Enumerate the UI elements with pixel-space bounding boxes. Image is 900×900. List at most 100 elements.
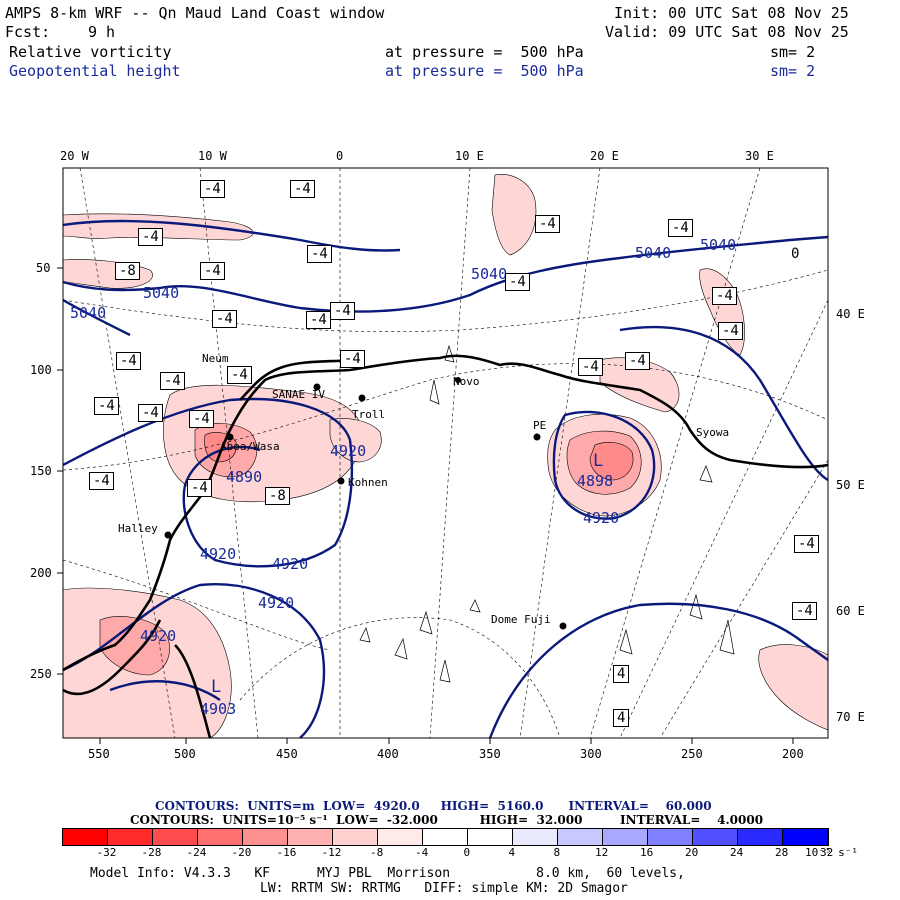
station-label: Novo	[453, 375, 480, 388]
geopotential-contours	[63, 219, 828, 738]
colorbar-swatch	[513, 829, 558, 845]
colorbar-swatch	[108, 829, 153, 845]
x-label-bottom: 500	[174, 747, 196, 761]
vorticity-label: 0	[791, 246, 800, 262]
x-label-bottom: 400	[377, 747, 399, 761]
colorbar-tick-label: 16	[640, 846, 654, 859]
height-label: 4920	[140, 627, 177, 645]
model-info-2: LW: RRTM SW: RRTMG DIFF: simple KM: 2D S…	[260, 881, 628, 896]
colorbar-swatch	[558, 829, 603, 845]
colorbar-swatch	[603, 829, 648, 845]
field2-name: Geopotential height	[9, 62, 181, 80]
height-label: 4903	[200, 700, 237, 718]
vorticity-label: -4	[200, 262, 225, 280]
axis-ticks	[57, 267, 794, 744]
x-label-bottom: 450	[276, 747, 298, 761]
vorticity-label: -4	[290, 180, 315, 198]
fcst-value: 9 h	[88, 23, 116, 41]
height-label: 4920	[200, 545, 237, 563]
colorbar-tick-label: 4	[508, 846, 516, 859]
vorticity-label: -4	[212, 310, 237, 328]
vorticity-label: -4	[138, 404, 163, 422]
colorbar-swatch	[333, 829, 378, 845]
vorticity-label: 4	[613, 709, 630, 727]
fcst-label: Fcst:	[5, 23, 51, 41]
field1-sm: sm= 2	[770, 43, 816, 61]
low-center-label: L	[593, 451, 604, 471]
vorticity-label: -4	[138, 228, 163, 246]
colorbar-swatch	[468, 829, 513, 845]
vorticity-label: -4	[227, 366, 252, 384]
height-label: 4920	[272, 555, 309, 573]
field1-pressure: at pressure = 500 hPa	[385, 43, 584, 61]
map-title: AMPS 8-km WRF -- Qn Maud Land Coast wind…	[5, 4, 385, 22]
vorticity-label: -8	[115, 262, 140, 280]
vorticity-label: -4	[330, 302, 355, 320]
map-canvas	[57, 167, 829, 744]
colorbar-tick-label: 12	[595, 846, 609, 859]
station-label: Halley	[118, 522, 158, 535]
contours-vort-info: CONTOURS: UNITS=10⁻⁵ s⁻¹ LOW= -32.000 HI…	[130, 813, 764, 827]
vorticity-speckles	[359, 344, 735, 683]
vorticity-label: -4	[535, 215, 560, 233]
station-label: Troll	[352, 408, 386, 421]
station-label: Neum	[202, 352, 229, 365]
colorbar-swatch	[198, 829, 243, 845]
lon-label-top: 10 E	[455, 149, 484, 163]
x-label-bottom: 350	[479, 747, 501, 761]
colorbar-tick-label: -20	[231, 846, 252, 859]
vorticity-label: -4	[794, 535, 819, 553]
lon-label-right: 50 E	[836, 478, 865, 492]
lon-label-top: 20 W	[60, 149, 89, 163]
colorbar-unit: 10⁻⁵ s⁻¹	[805, 846, 858, 859]
vorticity-label: -4	[307, 245, 332, 263]
field1-name: Relative vorticity	[9, 43, 172, 61]
colorbar	[62, 828, 829, 846]
colorbar-tick-label: -28	[141, 846, 162, 859]
vorticity-label: -4	[160, 372, 185, 390]
vorticity-label: 4	[613, 665, 630, 683]
colorbar-swatch	[288, 829, 333, 845]
colorbar-tick-label: -12	[321, 846, 342, 859]
lon-label-right: 70 E	[836, 710, 865, 724]
vorticity-label: -4	[668, 219, 693, 237]
colorbar-swatch	[738, 829, 783, 845]
field2-sm: sm= 2	[770, 62, 816, 80]
field2-pressure: at pressure = 500 hPa	[385, 62, 584, 80]
vorticity-label: -4	[94, 397, 119, 415]
colorbar-swatch	[783, 829, 828, 845]
colorbar-swatch	[243, 829, 288, 845]
colorbar-tick-label: 32	[820, 846, 834, 859]
station-label: Aboa/Wasa	[220, 440, 280, 453]
height-label: 5040	[635, 244, 672, 262]
x-label-bottom: 250	[681, 747, 703, 761]
height-label: 5040	[70, 304, 107, 322]
valid-time: Valid: 09 UTC Sat 08 Nov 25	[605, 23, 849, 41]
map-frame	[62, 167, 829, 739]
vorticity-label: -8	[265, 487, 290, 505]
y-label-left: 100	[30, 363, 52, 377]
vorticity-label: -4	[116, 352, 141, 370]
y-label-left: 50	[36, 261, 51, 275]
height-label: 4920	[583, 509, 620, 527]
y-label-left: 150	[30, 464, 52, 478]
station-label: Dome Fuji	[491, 613, 551, 626]
vorticity-label: -4	[187, 479, 212, 497]
colorbar-tick-label: 28	[775, 846, 789, 859]
x-label-bottom: 200	[782, 747, 804, 761]
lon-label-right: 60 E	[836, 604, 865, 618]
y-label-left: 250	[30, 667, 52, 681]
colorbar-swatch	[648, 829, 693, 845]
model-info: Model Info: V4.3.3 KF MYJ PBL Morrison 8…	[90, 866, 685, 881]
vorticity-label: -4	[578, 358, 603, 376]
height-label: 5040	[471, 265, 508, 283]
station-label: PE	[533, 419, 547, 432]
colorbar-tick-label: -32	[96, 846, 117, 859]
colorbar-swatch	[378, 829, 423, 845]
colorbar-tick-label: -16	[276, 846, 297, 859]
x-label-bottom: 550	[88, 747, 110, 761]
colorbar-tick-label: -24	[186, 846, 207, 859]
station-label: SANAE IV	[272, 388, 325, 401]
lat-lon-grid	[63, 168, 828, 738]
low-center-label: L	[211, 677, 222, 697]
